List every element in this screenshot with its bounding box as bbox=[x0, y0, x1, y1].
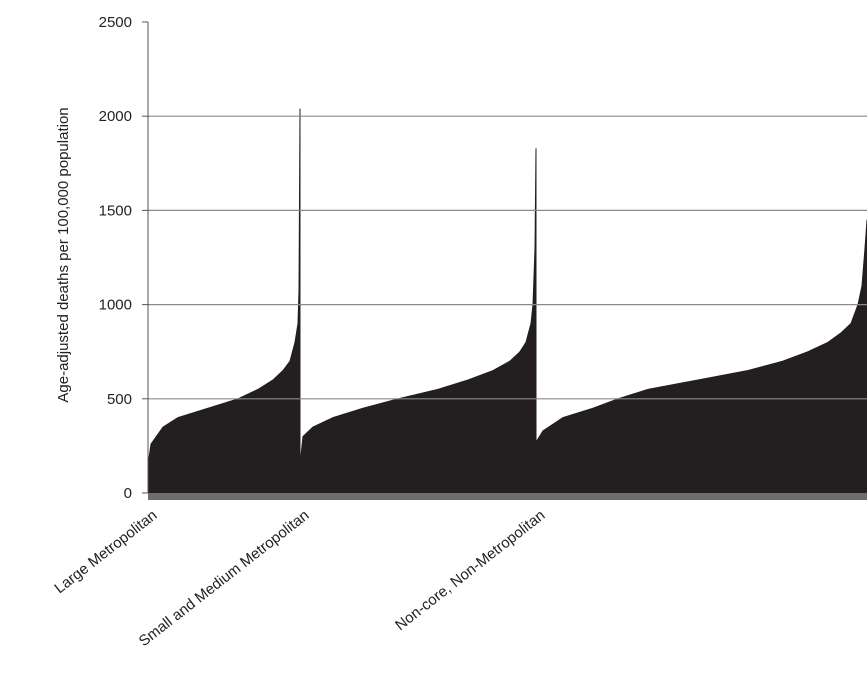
y-tick-label: 0 bbox=[124, 485, 132, 502]
area bbox=[147, 108, 301, 494]
x-group-label: Small and Medium Metropolitan bbox=[136, 507, 313, 650]
x-axis-base bbox=[148, 493, 867, 500]
area bbox=[299, 148, 537, 494]
y-axis-label: Age-adjusted deaths per 100,000 populati… bbox=[55, 107, 72, 402]
x-group-label: Large Metropolitan bbox=[51, 507, 160, 597]
y-tick-label: 500 bbox=[107, 391, 132, 408]
y-tick-label: 2500 bbox=[99, 14, 132, 31]
y-tick-label: 2000 bbox=[99, 108, 132, 125]
y-tick-label: 1500 bbox=[99, 202, 132, 219]
y-tick-label: 1000 bbox=[99, 297, 132, 314]
x-group-label: Non-core, Non-Metropolitan bbox=[392, 507, 548, 634]
area bbox=[535, 219, 867, 494]
